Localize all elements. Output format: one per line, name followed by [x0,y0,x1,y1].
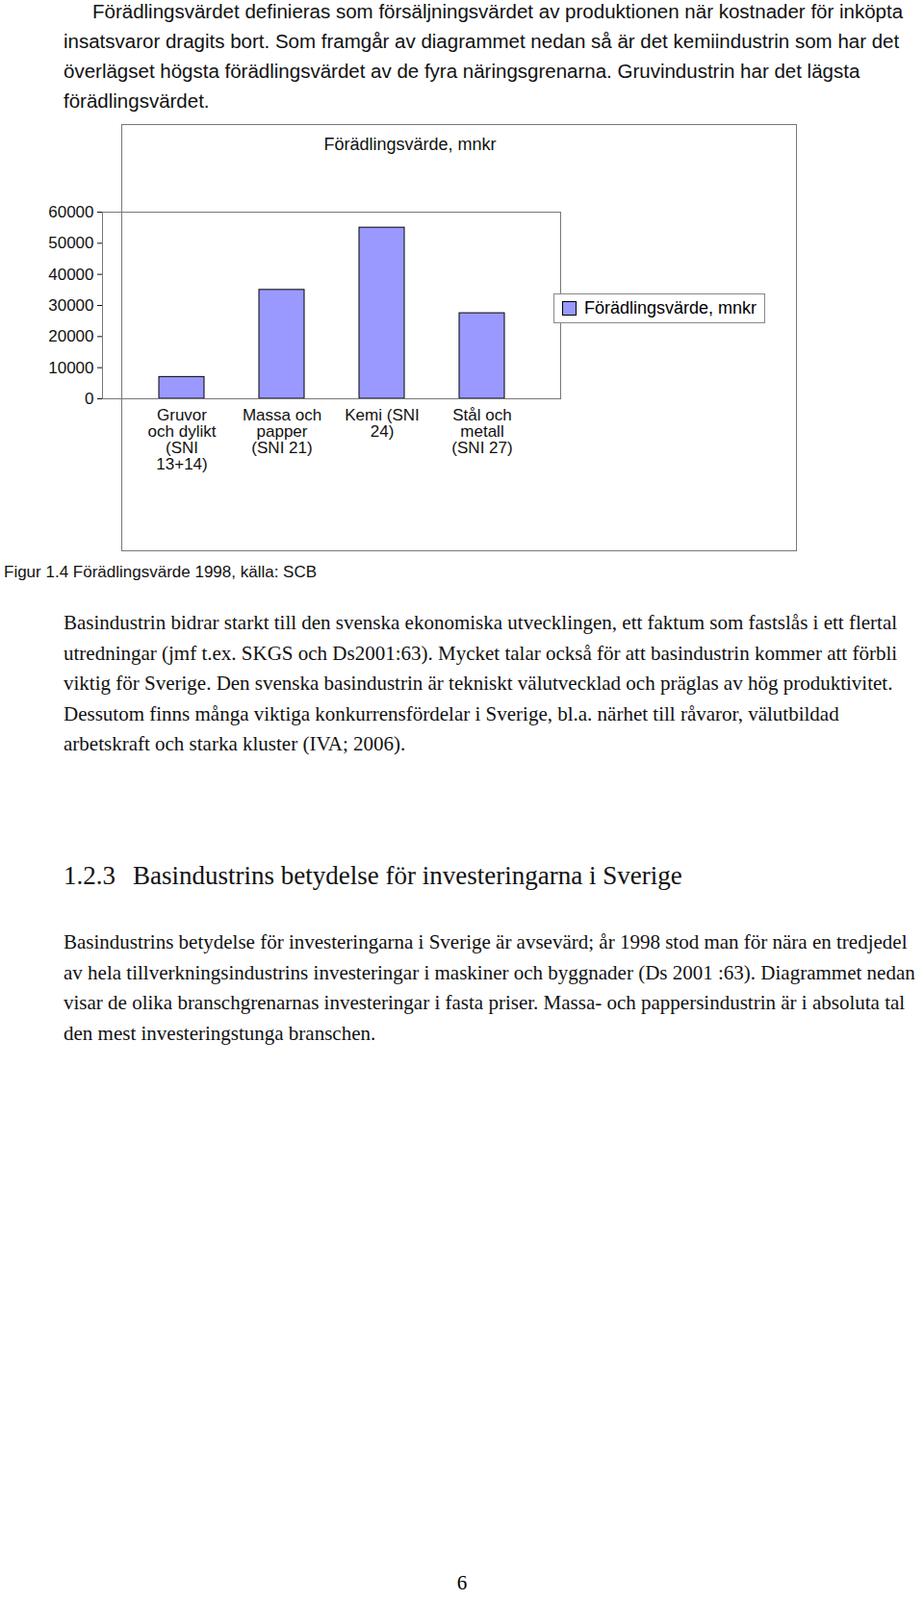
html-text:Basindustrins betydelse för in: Basindustrins betydelse för investeringa… [63,930,916,1045]
svg-text:Gruvoroch dylikt(SNI13+14): Gruvoroch dylikt(SNI13+14) [148,406,217,474]
svg-text:0: 0 [84,389,94,409]
html-text:Figur 1.4 Förädlingsvärde 1998: Figur 1.4 Förädlingsvärde 1998, källa: S… [3,563,317,582]
html-text:Förädlingsvärde, mnkr: Förädlingsvärde, mnkr [584,298,757,318]
svg-text:20000: 20000 [48,327,94,346]
html-text:Förädlingsvärdet definieras so: Förädlingsvärdet definieras som försäljn… [63,0,903,112]
svg-text:10000: 10000 [48,359,94,378]
html-text:6: 6 [456,1571,468,1595]
html-text:Basindustrin bidrar starkt til: Basindustrin bidrar starkt till den sven… [63,611,898,756]
svg-text:40000: 40000 [48,265,94,284]
svg-text:Stål ochmetall(SNI 27): Stål ochmetall(SNI 27) [451,406,513,458]
svg-text:30000: 30000 [48,296,94,315]
html-text:1.2.3: 1.2.3 [63,861,116,891]
svg-text:60000: 60000 [48,203,94,222]
html-text:Basindustrins betydelse för in: Basindustrins betydelse för investeringa… [132,861,683,891]
html-text:Förädlingsvärde, mnkr: Förädlingsvärde, mnkr [323,134,497,154]
svg-text:Massa ochpapper(SNI 21): Massa ochpapper(SNI 21) [242,406,322,458]
svg-text:Kemi (SNI24): Kemi (SNI24) [344,406,419,441]
svg-text:50000: 50000 [48,233,94,253]
